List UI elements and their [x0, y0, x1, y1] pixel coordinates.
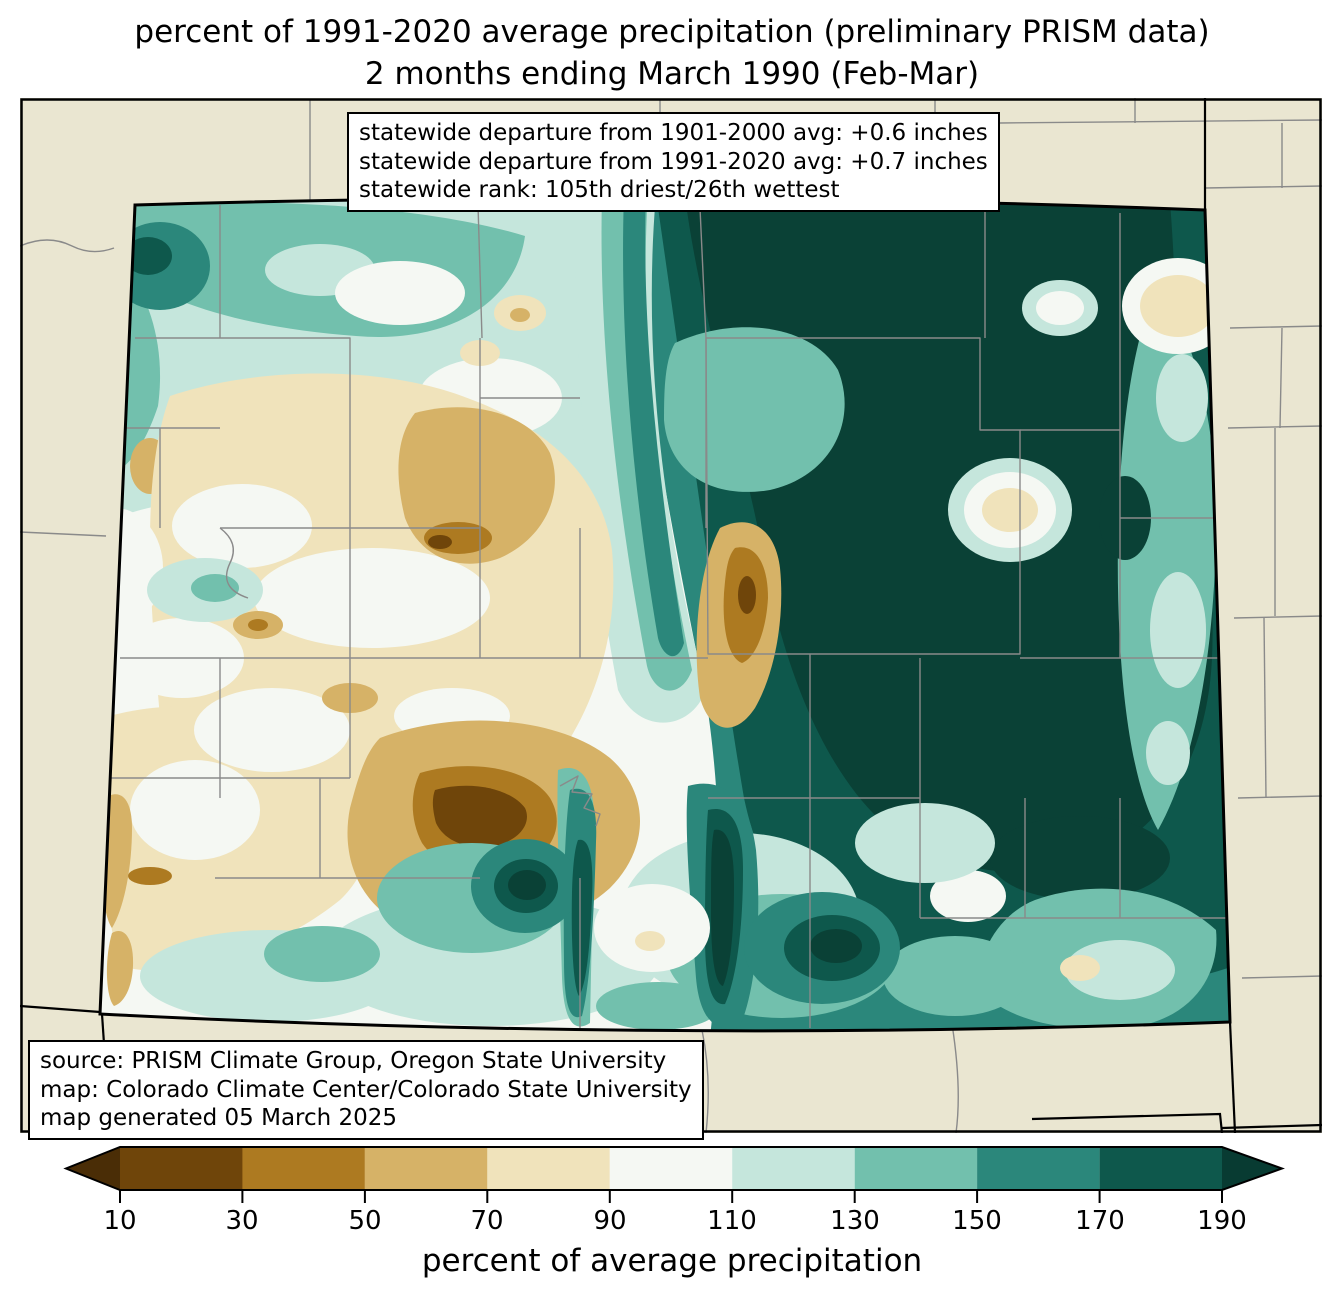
- tick-label-130: 130: [830, 1206, 880, 1236]
- source-line-1: source: PRISM Climate Group, Oregon Stat…: [40, 1048, 667, 1074]
- colorbar-segment-50-70: [364, 1147, 488, 1190]
- colorbar-segment-70-90: [487, 1147, 610, 1190]
- colorbar-axis-label: percent of average precipitation: [421, 1243, 923, 1279]
- page-title-line2: 2 months ending March 1990 (Feb-Mar): [364, 56, 980, 92]
- precipitation-map: [19, 98, 1323, 1134]
- page-title-line1: percent of 1991-2020 average precipitati…: [134, 14, 1210, 50]
- tick-label-70: 70: [470, 1206, 504, 1236]
- colorado-county-lines: [100, 204, 1228, 1028]
- tick-label-30: 30: [225, 1206, 259, 1236]
- colorbar-segment-150-170: [977, 1147, 1100, 1190]
- tick-label-190: 190: [1197, 1206, 1247, 1236]
- colorbar-overflow-arrow: [1222, 1147, 1282, 1190]
- statewide-stats-box: statewide departure from 1901-2000 avg: …: [347, 112, 1000, 212]
- tick-label-170: 170: [1075, 1206, 1125, 1236]
- colorbar-underflow-arrow: [66, 1147, 120, 1190]
- source-line-2: map: Colorado Climate Center/Colorado St…: [40, 1076, 692, 1103]
- stats-line-2: statewide departure from 1991-2020 avg: …: [359, 148, 988, 175]
- colorbar-segment-30-50: [242, 1147, 365, 1190]
- colorbar-segment-130-150: [854, 1147, 978, 1190]
- tick-label-90: 90: [593, 1206, 627, 1236]
- colorbar-segment-110-130: [732, 1147, 855, 1190]
- tick-label-150: 150: [952, 1206, 1002, 1236]
- source-box: source: PRISM Climate Group, Oregon Stat…: [28, 1040, 704, 1140]
- colorbar-ticks: [119, 1190, 1223, 1203]
- tick-label-50: 50: [348, 1206, 382, 1236]
- colorbar: [60, 1141, 1288, 1205]
- colorbar-segment-90-110: [609, 1147, 733, 1190]
- tick-label-10: 10: [103, 1206, 137, 1236]
- tick-label-110: 110: [707, 1206, 757, 1236]
- colorbar-segment-170-190: [1099, 1147, 1222, 1190]
- colorbar-segment-10-30: [120, 1147, 243, 1190]
- source-line-3: map generated 05 March 2025: [40, 1105, 398, 1132]
- state-contour-fills: [100, 198, 1230, 1031]
- stats-line-3: statewide rank: 105th driest/26th wettes…: [359, 177, 840, 204]
- stats-line-1: statewide departure from 1901-2000 avg: …: [359, 120, 988, 146]
